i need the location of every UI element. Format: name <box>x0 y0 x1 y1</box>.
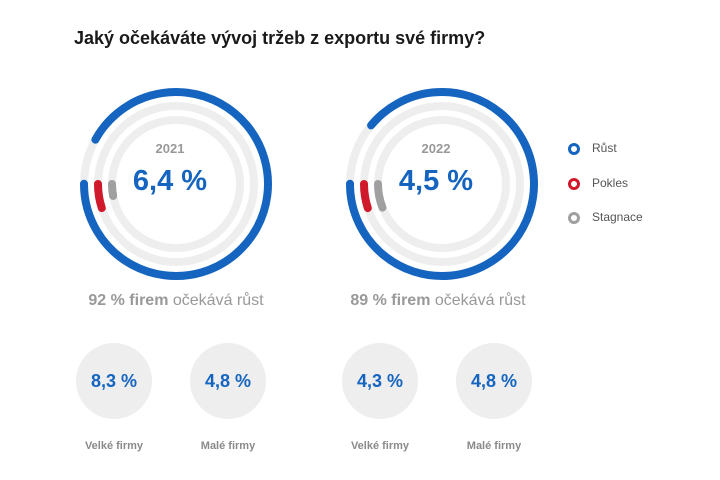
subgroup-label: Velké firmy <box>84 440 144 452</box>
subgroup-label: Malé firmy <box>200 440 256 452</box>
growth-arc <box>80 88 272 280</box>
summary-share: 89 % firem <box>350 292 431 309</box>
subgroup-label: Velké firmy <box>350 440 410 452</box>
value-label: 4,5 % <box>399 165 473 197</box>
chart-title: Jaký očekáváte vývoj tržeb z exportu své… <box>74 28 486 48</box>
growth-arc <box>346 87 538 280</box>
year-label: 2021 <box>156 141 185 156</box>
year-label: 2022 <box>422 141 451 156</box>
stagnation-arc <box>374 116 510 252</box>
stagnation-arc <box>108 116 244 252</box>
value-label: 6,4 % <box>133 165 207 197</box>
summary-2021: 92 % firem očekává růst <box>46 292 306 310</box>
ring-icon <box>568 143 580 155</box>
legend-label: Pokles <box>592 176 629 190</box>
decline-arc <box>360 102 524 266</box>
summary-text: očekává růst <box>168 292 264 309</box>
subgroup-label: Malé firmy <box>466 440 522 452</box>
donut-2022: 2022 4,5 % <box>346 87 538 280</box>
legend-label: Stagnace <box>592 210 643 224</box>
decline-arc <box>94 102 258 266</box>
summary-text: očekává růst <box>430 292 526 309</box>
subgroup-small-2021: 4,8 % <box>190 343 266 419</box>
summary-share: 92 % firem <box>88 292 169 309</box>
subgroup-large-2022: 4,3 % <box>342 343 418 419</box>
subgroup-large-2021: 8,3 % <box>76 343 152 419</box>
ring-icon <box>568 212 580 224</box>
summary-2022: 89 % firem očekává růst <box>308 292 568 310</box>
ring-icon <box>568 178 580 190</box>
donut-2021: 2021 6,4 % <box>80 88 272 280</box>
subgroup-small-2022: 4,8 % <box>456 343 532 419</box>
legend-label: Růst <box>592 141 617 155</box>
